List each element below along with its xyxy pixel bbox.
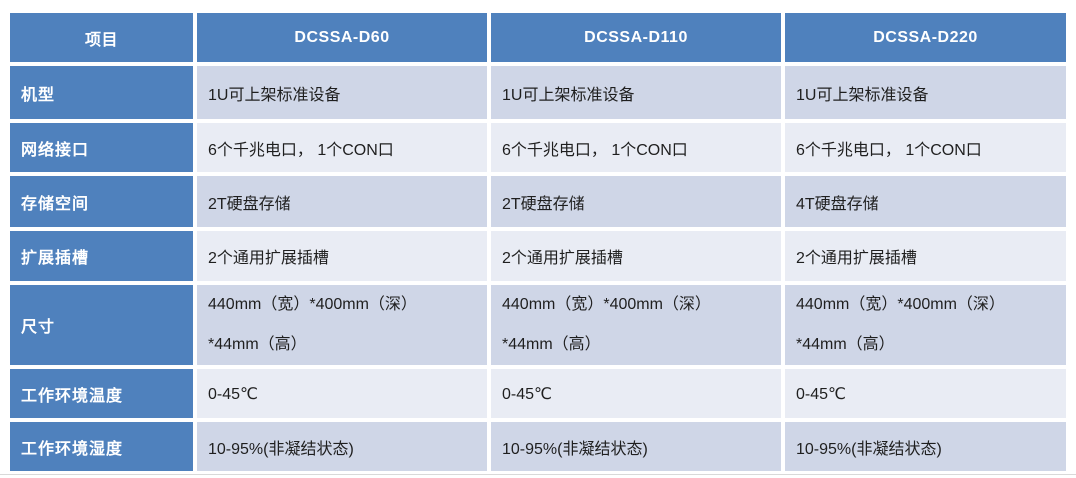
data-cell: 2个通用扩展插槽 <box>491 231 781 281</box>
row-label-cell: 扩展插槽 <box>10 231 193 281</box>
header-cell-dcssa-d220: DCSSA-D220 <box>785 13 1066 62</box>
data-cell: 1U可上架标准设备 <box>197 66 487 119</box>
header-cell-dcssa-d110: DCSSA-D110 <box>491 13 781 62</box>
row-label-cell: 工作环境湿度 <box>10 422 193 471</box>
header-cell-dcssa-d60: DCSSA-D60 <box>197 13 487 62</box>
data-cell: 440mm（宽）*400mm（深） *44mm（高） <box>197 285 487 365</box>
row-label-cell: 机型 <box>10 66 193 119</box>
data-cell: 1U可上架标准设备 <box>491 66 781 119</box>
spec-comparison-table: 项目 DCSSA-D60 DCSSA-D110 DCSSA-D220 机型 1U… <box>10 13 1066 471</box>
data-cell: 6个千兆电口， 1个CON口 <box>491 123 781 172</box>
row-label-cell: 存储空间 <box>10 176 193 227</box>
data-cell: 10-95%(非凝结状态) <box>197 422 487 471</box>
header-cell-items: 项目 <box>10 13 193 62</box>
data-cell: 0-45℃ <box>785 369 1066 418</box>
data-cell: 4T硬盘存储 <box>785 176 1066 227</box>
data-cell: 0-45℃ <box>491 369 781 418</box>
row-label-cell: 工作环境温度 <box>10 369 193 418</box>
data-cell: 2个通用扩展插槽 <box>785 231 1066 281</box>
data-cell: 2个通用扩展插槽 <box>197 231 487 281</box>
row-label-cell: 尺寸 <box>10 285 193 365</box>
data-cell: 2T硬盘存储 <box>197 176 487 227</box>
data-cell: 440mm（宽）*400mm（深） *44mm（高） <box>785 285 1066 365</box>
data-cell: 440mm（宽）*400mm（深） *44mm（高） <box>491 285 781 365</box>
data-cell: 1U可上架标准设备 <box>785 66 1066 119</box>
data-cell: 0-45℃ <box>197 369 487 418</box>
data-cell: 10-95%(非凝结状态) <box>491 422 781 471</box>
row-label-cell: 网络接口 <box>10 123 193 172</box>
data-cell: 2T硬盘存储 <box>491 176 781 227</box>
data-cell: 6个千兆电口， 1个CON口 <box>785 123 1066 172</box>
data-cell: 10-95%(非凝结状态) <box>785 422 1066 471</box>
bottom-divider <box>0 474 1076 475</box>
data-cell: 6个千兆电口， 1个CON口 <box>197 123 487 172</box>
